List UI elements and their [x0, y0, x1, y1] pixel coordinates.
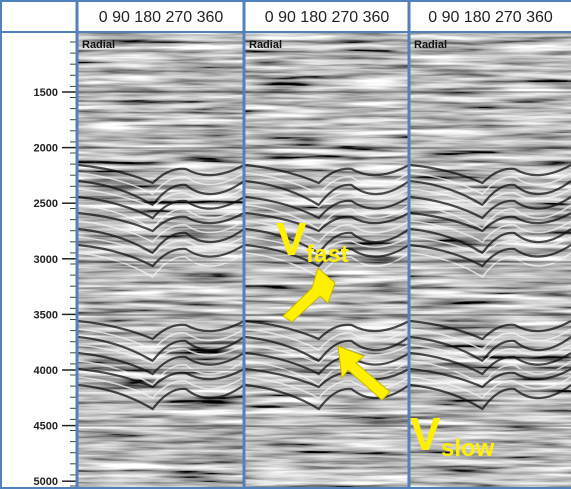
- seismic-noise: [78, 33, 244, 488]
- header-label: 0 90 180 270 360: [265, 9, 390, 26]
- header-label: 0 90 180 270 360: [428, 9, 553, 26]
- y-tick-label: 5000: [34, 476, 58, 488]
- y-tick-label: 1500: [34, 87, 58, 99]
- header-label: 0 90 180 270 360: [99, 9, 224, 26]
- y-tick-label: 3500: [34, 309, 58, 321]
- y-tick-label: 4000: [34, 365, 58, 377]
- annotation-sub: fast: [306, 241, 349, 268]
- panel-label: Radial: [414, 39, 447, 51]
- panel-label: Radial: [249, 39, 282, 51]
- y-tick-label: 2500: [34, 198, 58, 210]
- annotation-sub: slow: [441, 435, 495, 462]
- figure: Radial 0 90 180 270 360 Radial 0 90 180 270…: [0, 0, 571, 489]
- panel-label: Radial: [82, 39, 115, 51]
- y-tick-label: 3000: [34, 254, 58, 266]
- seismic-panel: Radial 0 90 180 270 360: [78, 9, 244, 488]
- y-tick-label: 4500: [34, 421, 58, 433]
- annotation-main: V: [276, 213, 307, 265]
- annotation-main: V: [410, 408, 441, 460]
- y-tick-label: 2000: [34, 143, 58, 155]
